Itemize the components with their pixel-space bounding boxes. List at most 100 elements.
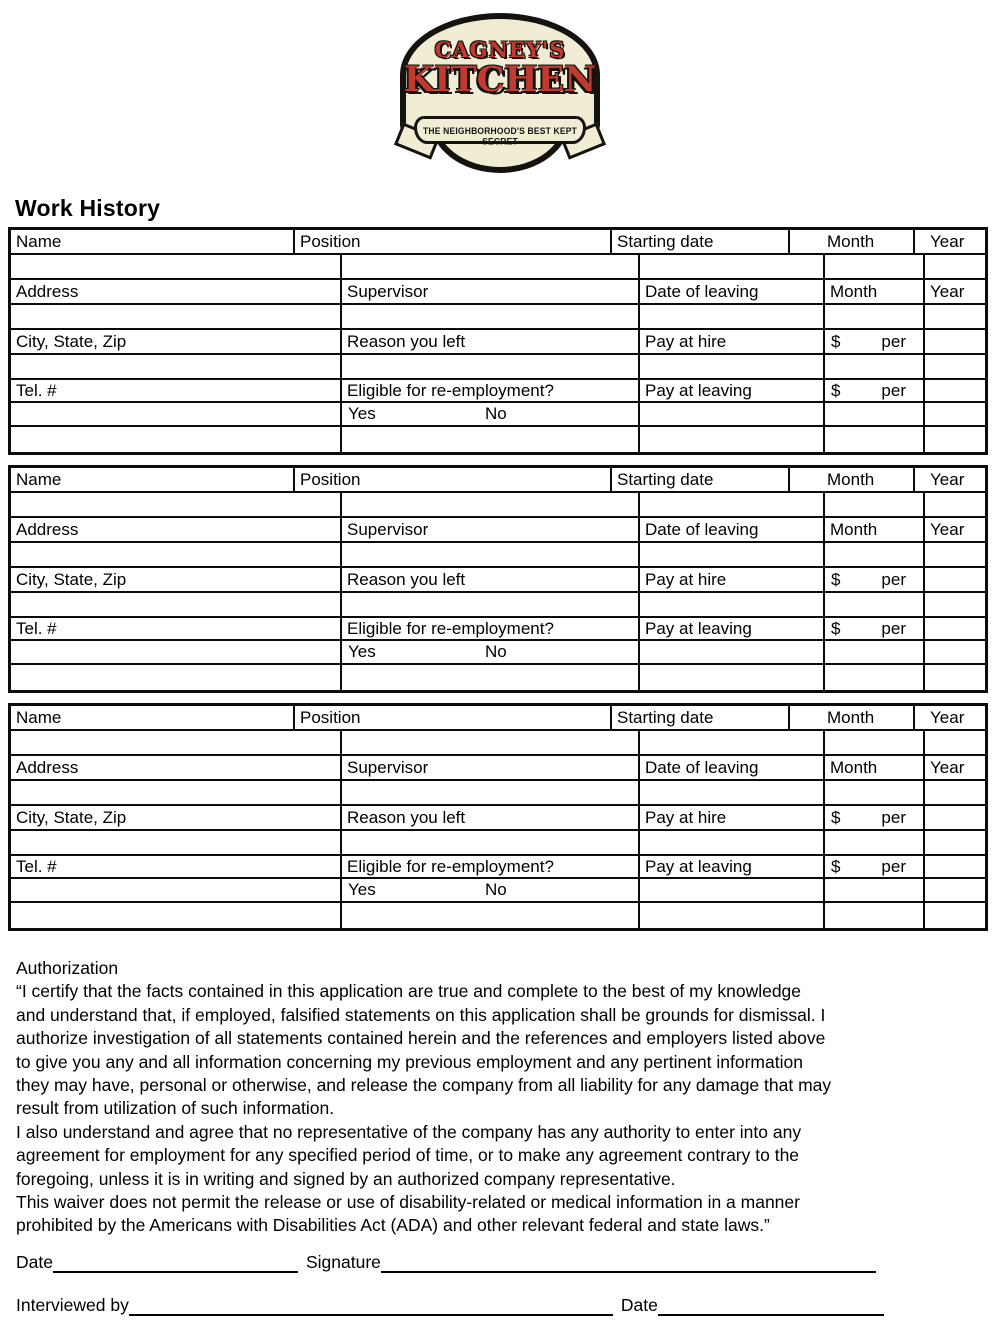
interviewed-by-fill-line[interactable] [128, 1294, 613, 1316]
telephone-input-cell[interactable] [11, 641, 340, 663]
pay-at-leaving-rate-cell[interactable]: $ per [823, 618, 923, 639]
blank-cell[interactable] [923, 427, 985, 452]
blank-cell[interactable] [823, 903, 923, 928]
yes-option[interactable]: Yes [348, 880, 376, 899]
reason-you-left-input-cell[interactable] [340, 593, 638, 616]
telephone-input-cell[interactable] [11, 879, 340, 901]
pay-at-hire-input-cell[interactable] [638, 831, 823, 854]
blank-cell[interactable] [923, 380, 985, 401]
signature-label: Signature [305, 1252, 381, 1272]
blank-cell[interactable] [638, 903, 823, 928]
address-input-cell[interactable] [11, 543, 340, 566]
blank-cell[interactable] [340, 665, 638, 690]
signature-fill-line[interactable] [380, 1251, 876, 1273]
leaving-month-input-cell[interactable] [823, 781, 923, 804]
city-state-zip-input-cell[interactable] [11, 355, 340, 378]
supervisor-input-cell[interactable] [340, 543, 638, 566]
blank-cell[interactable] [638, 665, 823, 690]
blank-cell[interactable] [638, 403, 823, 425]
leaving-month-input-cell[interactable] [823, 543, 923, 566]
leaving-year-input-cell[interactable] [923, 305, 985, 328]
supervisor-input-cell[interactable] [340, 305, 638, 328]
blank-cell[interactable] [340, 427, 638, 452]
pay-at-hire-rate-cell[interactable]: $ per [823, 806, 923, 829]
starting-month-input-cell[interactable] [823, 731, 923, 754]
starting-date-input-cell[interactable] [638, 493, 823, 516]
city-state-zip-input-cell[interactable] [11, 831, 340, 854]
blank-cell[interactable] [11, 427, 340, 452]
blank-cell[interactable] [923, 665, 985, 690]
blank-cell[interactable] [923, 355, 985, 378]
blank-cell[interactable] [923, 879, 985, 901]
reason-you-left-input-cell[interactable] [340, 355, 638, 378]
blank-cell[interactable] [923, 568, 985, 591]
position-input-cell[interactable] [340, 731, 638, 754]
starting-month-input-cell[interactable] [823, 255, 923, 278]
date-of-leaving-input-cell[interactable] [638, 305, 823, 328]
blank-cell[interactable] [823, 641, 923, 663]
no-option[interactable]: No [485, 404, 507, 423]
blank-cell[interactable] [823, 665, 923, 690]
name-label: Name [16, 707, 62, 727]
blank-cell[interactable] [638, 879, 823, 901]
address-input-cell[interactable] [11, 781, 340, 804]
blank-cell[interactable] [923, 618, 985, 639]
blank-cell[interactable] [823, 427, 923, 452]
starting-month-input-cell[interactable] [823, 493, 923, 516]
starting-year-input-cell[interactable] [923, 255, 985, 278]
blank-cell[interactable] [823, 355, 923, 378]
pay-at-hire-input-cell[interactable] [638, 355, 823, 378]
starting-year-input-cell[interactable] [923, 493, 985, 516]
blank-cell[interactable] [823, 403, 923, 425]
blank-cell[interactable] [823, 831, 923, 854]
blank-cell[interactable] [923, 330, 985, 353]
starting-date-input-cell[interactable] [638, 731, 823, 754]
telephone-input-cell[interactable] [11, 403, 340, 425]
blank-cell[interactable] [923, 831, 985, 854]
blank-cell[interactable] [638, 641, 823, 663]
starting-date-input-cell[interactable] [638, 255, 823, 278]
starting-year-input-cell[interactable] [923, 731, 985, 754]
month-label: Month [788, 468, 913, 491]
leaving-year-input-cell[interactable] [923, 781, 985, 804]
blank-cell[interactable] [340, 903, 638, 928]
interview-date-fill-line[interactable] [657, 1294, 884, 1316]
blank-cell[interactable] [11, 903, 340, 928]
per-label: per [881, 807, 906, 827]
pay-at-leaving-rate-cell[interactable]: $ per [823, 380, 923, 401]
pay-at-hire-label: Pay at hire [638, 330, 823, 353]
position-input-cell[interactable] [340, 255, 638, 278]
date-fill-line[interactable] [52, 1251, 298, 1273]
blank-cell[interactable] [823, 879, 923, 901]
name-input-cell[interactable] [11, 493, 340, 516]
leaving-year-input-cell[interactable] [923, 543, 985, 566]
no-option[interactable]: No [485, 880, 507, 899]
supervisor-input-cell[interactable] [340, 781, 638, 804]
city-state-zip-input-cell[interactable] [11, 593, 340, 616]
blank-cell[interactable] [923, 903, 985, 928]
no-option[interactable]: No [485, 642, 507, 661]
pay-at-hire-rate-cell[interactable]: $ per [823, 568, 923, 591]
pay-at-hire-rate-cell[interactable]: $ per [823, 330, 923, 353]
name-input-cell[interactable] [11, 731, 340, 754]
blank-cell[interactable] [823, 593, 923, 616]
reason-you-left-input-cell[interactable] [340, 831, 638, 854]
name-input-cell[interactable] [11, 255, 340, 278]
yes-option[interactable]: Yes [348, 642, 376, 661]
date-of-leaving-input-cell[interactable] [638, 543, 823, 566]
blank-cell[interactable] [923, 593, 985, 616]
address-input-cell[interactable] [11, 305, 340, 328]
blank-cell[interactable] [923, 641, 985, 663]
yes-option[interactable]: Yes [348, 404, 376, 423]
date-of-leaving-label: Date of leaving [638, 280, 823, 303]
blank-cell[interactable] [923, 403, 985, 425]
pay-at-hire-input-cell[interactable] [638, 593, 823, 616]
position-input-cell[interactable] [340, 493, 638, 516]
blank-cell[interactable] [11, 665, 340, 690]
date-of-leaving-input-cell[interactable] [638, 781, 823, 804]
leaving-month-input-cell[interactable] [823, 305, 923, 328]
blank-cell[interactable] [923, 856, 985, 877]
blank-cell[interactable] [923, 806, 985, 829]
blank-cell[interactable] [638, 427, 823, 452]
pay-at-leaving-rate-cell[interactable]: $ per [823, 856, 923, 877]
